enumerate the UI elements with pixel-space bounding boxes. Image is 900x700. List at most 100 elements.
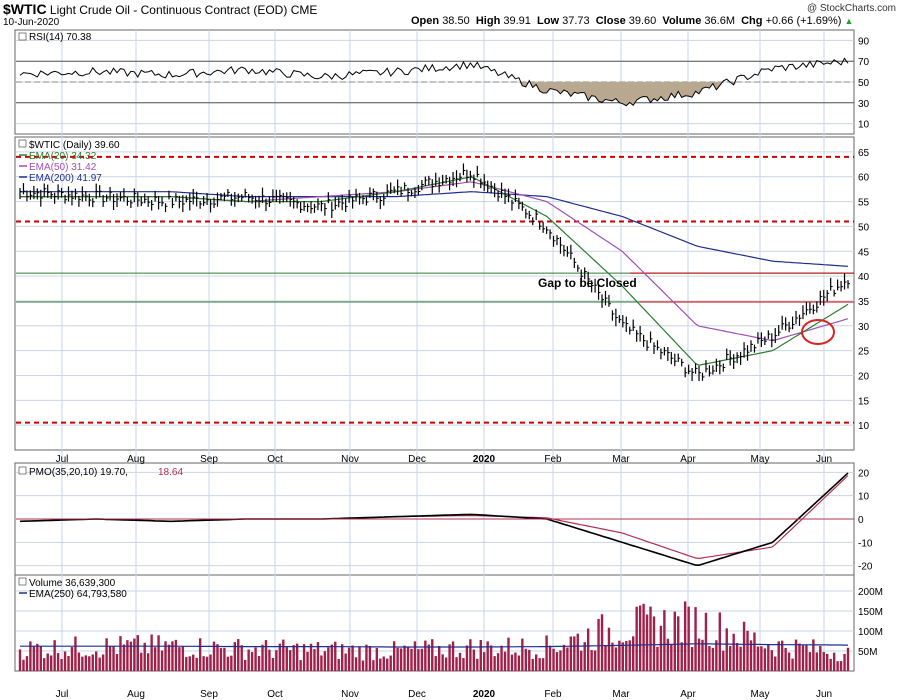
volume-bar — [101, 654, 105, 671]
pmo-tick: 0 — [858, 515, 864, 526]
volume-bar — [351, 645, 354, 671]
volume-bar — [108, 646, 112, 671]
volume-bar — [98, 657, 101, 671]
volume-bar — [732, 633, 735, 671]
volume-bar — [576, 633, 579, 671]
volume-bar — [36, 643, 39, 671]
volume-bar — [489, 645, 493, 671]
chg-value: +0.66 (+1.69%) — [765, 15, 842, 27]
volume-bar — [444, 657, 448, 671]
low-value: 37.73 — [562, 15, 590, 27]
high-value: 39.91 — [503, 15, 531, 27]
credit[interactable]: @ StockCharts.com — [806, 3, 896, 14]
volume-bar — [188, 656, 191, 671]
volume-bar — [808, 652, 812, 671]
rsi-label: RSI(14) 70.38 — [29, 32, 92, 43]
volume-bar — [843, 653, 846, 671]
volume-bar — [645, 614, 649, 671]
volume-bar — [60, 658, 63, 671]
volume-bar — [164, 641, 167, 671]
volume-bar — [153, 647, 157, 671]
volume-bar — [545, 635, 548, 671]
volume-tick: 100M — [858, 627, 883, 638]
price-bars — [19, 163, 850, 381]
volume-bar — [167, 644, 171, 671]
volume-bar — [84, 655, 88, 671]
volume-bar — [621, 642, 625, 671]
volume-bar — [500, 645, 503, 671]
volume-bar — [625, 641, 628, 671]
volume-label: Volume 36,639,300 — [29, 578, 116, 589]
price-label: $WTIC (Daily) 39.60 — [29, 140, 120, 151]
volume-bar — [91, 654, 94, 671]
volume-bar — [122, 644, 126, 671]
volume-bar — [742, 621, 746, 671]
ema200-line — [20, 191, 849, 267]
volume-value: 36.6M — [704, 15, 735, 27]
volume-bar — [784, 647, 787, 671]
volume-bar — [282, 639, 285, 671]
volume-bar — [528, 649, 531, 671]
volume-bar — [406, 647, 410, 671]
volume-bar — [25, 656, 29, 671]
volume-bar — [562, 644, 566, 671]
volume-bar — [115, 654, 119, 671]
volume-bar — [777, 641, 780, 671]
volume-bar — [451, 641, 455, 671]
volume-bar — [826, 653, 829, 671]
volume-bar — [604, 645, 607, 671]
volume-bar — [22, 659, 25, 671]
volume-bar — [32, 646, 36, 671]
volume-bar — [839, 661, 843, 671]
volume-bar — [715, 640, 718, 671]
volume-bar — [746, 630, 749, 671]
volume-bar — [337, 658, 340, 671]
exchange: CME — [290, 3, 318, 17]
volume-bar — [583, 642, 586, 671]
volume-bar — [302, 644, 306, 671]
volume-bar — [510, 654, 514, 671]
volume-bar — [420, 648, 424, 671]
volume-bar — [569, 636, 573, 671]
volume-bar — [105, 638, 108, 671]
open-label: Open — [411, 15, 440, 27]
volume-bar — [638, 605, 642, 671]
volume-bar — [573, 636, 576, 671]
volume-bar — [112, 646, 115, 671]
volume-bar — [580, 650, 583, 671]
volume-bar — [770, 650, 773, 671]
volume-bar — [334, 641, 337, 671]
month-label: Jun — [816, 454, 832, 465]
volume-bar — [379, 658, 382, 671]
open-value: 38.50 — [442, 15, 470, 27]
volume-bar — [403, 645, 406, 671]
pmo-tick: -10 — [858, 538, 873, 549]
volume-bar — [427, 644, 431, 671]
volume-bar — [600, 614, 604, 671]
month-label: 2020 — [473, 454, 496, 465]
gap-annotation: Gap to be Closed — [538, 276, 637, 290]
pmo-legend: PMO(35,20,10) 19.70, 18.64 — [18, 466, 183, 478]
volume-bar — [243, 659, 247, 671]
volume-bar — [257, 655, 261, 671]
volume-bar — [711, 647, 715, 671]
volume-bar — [275, 650, 278, 671]
volume-bar — [836, 661, 839, 671]
volume-bar — [237, 639, 240, 671]
volume-bar — [146, 653, 150, 671]
volume-bar — [140, 652, 143, 671]
pmo-tick: 10 — [858, 492, 870, 503]
volume-bar — [607, 627, 611, 671]
month-label: Apr — [680, 454, 696, 465]
volume-bar — [209, 654, 212, 671]
volume-bar — [749, 640, 753, 671]
volume-bar — [261, 644, 264, 671]
volume-tick: 150M — [858, 607, 883, 618]
rsi-legend: RSI(14) 70.38 — [18, 32, 92, 43]
volume-bar — [358, 646, 361, 671]
ema50-label: EMA(50) 31.42 — [29, 162, 97, 173]
month-label: Nov — [341, 454, 359, 465]
volume-bar — [340, 644, 344, 671]
volume-bar — [763, 648, 767, 671]
high-label: High — [475, 15, 501, 27]
